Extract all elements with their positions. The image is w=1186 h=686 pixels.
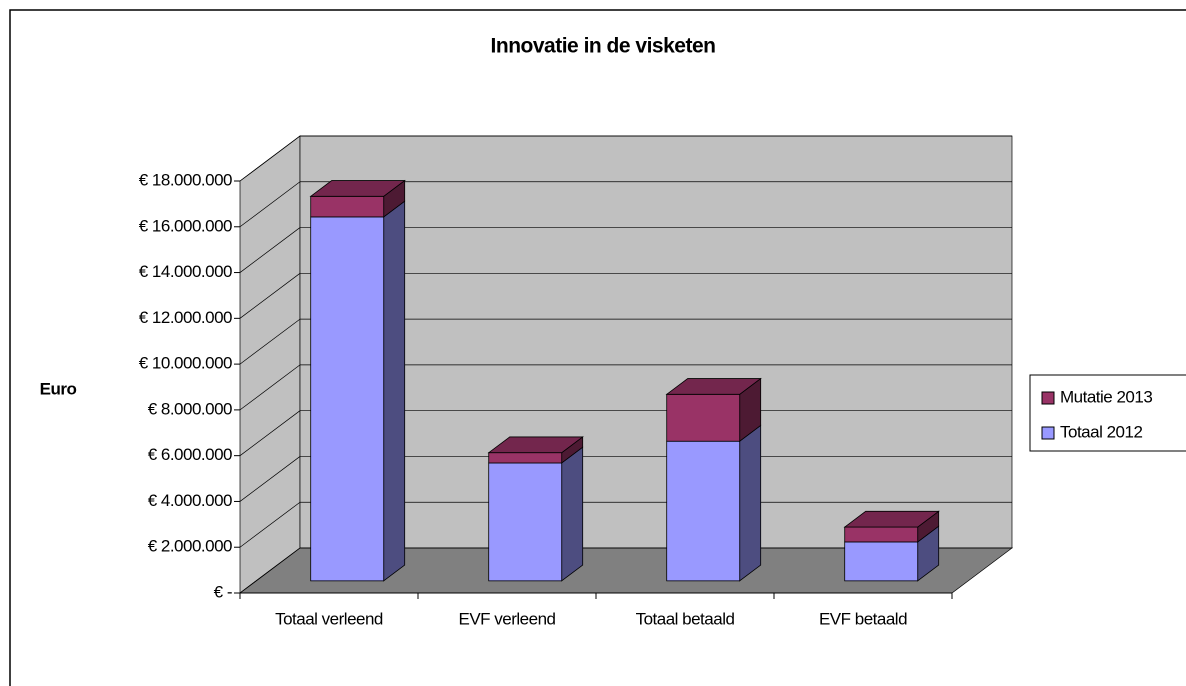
bar	[310, 195, 385, 218]
y-tick-label: € 10.000.000	[139, 354, 232, 373]
y-axis-label: Euro	[40, 379, 77, 398]
chart-title: Innovatie in de visketen	[491, 35, 716, 58]
bar	[666, 440, 741, 582]
bar-side	[739, 424, 762, 582]
legend-swatch	[1041, 426, 1055, 440]
bar	[488, 462, 563, 582]
grid-line	[239, 318, 301, 365]
y-tick-label: € 18.000.000	[139, 170, 232, 189]
grid-line	[239, 456, 301, 502]
grid-line	[239, 410, 301, 456]
y-tick-label: € 6.000.000	[148, 445, 232, 464]
bar-top	[843, 510, 940, 528]
bar	[488, 452, 563, 464]
y-tick-label: € 8.000.000	[148, 399, 232, 418]
y-tick-label: € 12.000.000	[139, 308, 232, 327]
y-tick-label: € 4.000.000	[148, 491, 232, 510]
y-tick-label: € 14.000.000	[139, 262, 232, 281]
grid-line	[239, 227, 301, 273]
back-wall	[299, 135, 1013, 549]
bar	[844, 526, 919, 543]
x-tick-label: EVF betaald	[819, 609, 907, 628]
y-tick-label: € 2.000.000	[148, 537, 232, 556]
grid-line	[239, 501, 301, 548]
bar	[666, 393, 741, 442]
legend	[1029, 374, 1186, 452]
bar-top	[309, 180, 406, 197]
x-tick-label: EVF verleend	[459, 609, 556, 628]
bar-top	[487, 436, 584, 454]
grid-line	[239, 364, 301, 411]
grid-line	[239, 547, 301, 594]
legend-label: Mutatie 2013	[1060, 387, 1152, 406]
grid-line	[239, 273, 301, 319]
y-tick-label: € 16.000.000	[139, 216, 232, 235]
grid-line	[239, 181, 301, 228]
y-tick-label: € -	[214, 582, 232, 601]
bar-side	[561, 446, 584, 582]
bar-top	[665, 378, 762, 395]
bar	[310, 216, 385, 582]
legend-swatch	[1041, 391, 1055, 405]
x-tick-label: Totaal verleend	[275, 609, 383, 628]
grid-line	[239, 135, 301, 182]
plot-area	[234, 135, 1014, 599]
bar-side	[383, 200, 406, 582]
legend-label: Totaal 2012	[1060, 422, 1142, 441]
bar	[844, 541, 919, 582]
x-tick-label: Totaal betaald	[636, 609, 735, 628]
